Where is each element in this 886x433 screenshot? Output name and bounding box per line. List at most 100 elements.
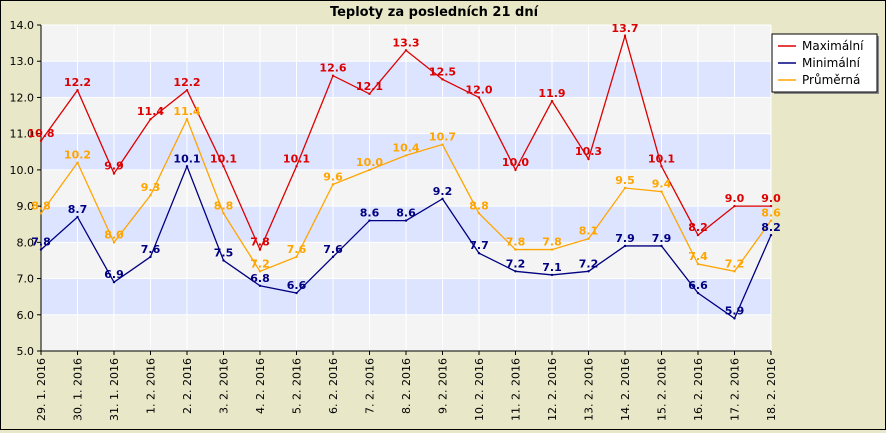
data-label: 11.4 (173, 105, 200, 118)
x-tick-label: 12. 2. 2016 (546, 358, 559, 421)
data-point (477, 96, 481, 99)
y-tick-label: 8.0 (17, 236, 35, 249)
data-point (587, 157, 590, 161)
x-tick-label: 7. 2. 2016 (364, 358, 377, 414)
y-tick-label: 10.0 (10, 164, 35, 177)
data-point (660, 190, 663, 193)
x-tick-label: 5. 2. 2016 (291, 358, 304, 414)
data-point (441, 78, 444, 81)
chart-title: Teploty za posledních 21 dní (330, 5, 540, 20)
data-point (331, 74, 335, 77)
data-point (733, 204, 736, 208)
y-tick-label: 11.0 (10, 128, 35, 141)
data-point (258, 248, 262, 251)
x-tick-label: 31. 1. 2016 (108, 358, 121, 421)
data-label: 7.8 (31, 236, 51, 249)
legend-entry: Maximální (802, 39, 864, 53)
data-point (514, 248, 517, 251)
data-label: 9.4 (652, 178, 672, 191)
data-point (696, 291, 700, 295)
data-point (550, 99, 554, 103)
data-point (258, 284, 262, 287)
data-point (149, 194, 152, 197)
data-label: 7.9 (652, 232, 672, 245)
x-tick-label: 17. 2. 2016 (729, 358, 742, 421)
data-point (112, 280, 116, 284)
data-point (477, 252, 481, 255)
data-point (39, 139, 43, 143)
data-label: 10.4 (392, 141, 419, 154)
data-label: 10.0 (502, 156, 529, 169)
x-tick-label: 6. 2. 2016 (327, 358, 340, 414)
x-tick-label: 9. 2. 2016 (437, 358, 450, 414)
data-label: 7.4 (688, 250, 708, 263)
x-tick-label: 14. 2. 2016 (619, 358, 632, 421)
data-label: 7.7 (469, 239, 489, 252)
data-label: 8.8 (214, 199, 234, 212)
data-point (587, 237, 590, 240)
data-point (76, 89, 79, 92)
data-label: 7.2 (725, 257, 745, 270)
data-point (368, 92, 371, 96)
data-label: 8.0 (104, 228, 124, 241)
data-label: 10.1 (173, 152, 200, 165)
y-tick-label: 5.0 (17, 345, 35, 358)
x-tick-label: 16. 2. 2016 (692, 358, 705, 421)
data-label: 9.2 (433, 185, 453, 198)
data-label: 9.9 (104, 160, 124, 173)
data-point (258, 270, 262, 273)
data-point (112, 241, 116, 244)
data-label: 13.7 (611, 22, 638, 35)
x-tick-label: 2. 2. 2016 (181, 358, 194, 414)
data-point (39, 248, 43, 251)
data-label: 12.6 (319, 62, 346, 75)
data-point (295, 255, 298, 259)
x-tick-label: 18. 2. 2016 (765, 358, 778, 421)
x-tick-label: 11. 2. 2016 (510, 358, 523, 421)
data-label: 7.5 (214, 246, 234, 259)
x-tick-label: 4. 2. 2016 (254, 358, 267, 414)
data-point (39, 212, 43, 215)
data-point (112, 172, 116, 175)
y-tick-label: 6.0 (17, 309, 35, 322)
x-tick-label: 8. 2. 2016 (400, 358, 413, 414)
x-tick-label: 30. 1. 2016 (72, 358, 85, 421)
data-point (295, 291, 298, 295)
data-label: 7.8 (250, 236, 270, 249)
data-label: 10.8 (27, 127, 54, 140)
data-label: 7.2 (579, 257, 599, 270)
data-point (404, 154, 408, 157)
data-label: 11.4 (137, 105, 164, 118)
data-point (550, 273, 554, 277)
data-label: 6.6 (287, 279, 307, 292)
data-label: 10.1 (283, 152, 310, 165)
data-label: 7.2 (250, 257, 270, 270)
data-point (441, 143, 444, 146)
data-label: 12.2 (64, 76, 91, 89)
data-label: 7.6 (323, 243, 343, 256)
data-point (368, 219, 371, 222)
data-label: 6.8 (250, 272, 270, 285)
data-label: 8.7 (68, 203, 88, 216)
data-label: 9.6 (323, 170, 343, 183)
data-label: 12.2 (173, 76, 200, 89)
legend: Maximální Minimální Průměrná (771, 33, 879, 94)
y-tick-label: 7.0 (17, 273, 35, 286)
data-label: 9.5 (615, 174, 635, 187)
data-label: 7.8 (542, 236, 562, 249)
data-point (331, 255, 335, 259)
data-label: 8.2 (761, 221, 781, 234)
data-point (769, 233, 773, 237)
data-point (222, 259, 225, 262)
x-tick-label: 1. 2. 2016 (145, 358, 158, 414)
legend-entry: Průměrná (802, 73, 860, 87)
data-label: 9.0 (761, 192, 781, 205)
y-tick-label: 12.0 (10, 91, 35, 104)
data-point (295, 165, 298, 168)
data-point (769, 204, 773, 208)
data-point (149, 255, 152, 259)
data-point (623, 186, 627, 190)
data-label: 10.1 (210, 152, 237, 165)
data-label: 10.0 (356, 156, 383, 169)
y-tick-label: 13.0 (10, 55, 35, 68)
